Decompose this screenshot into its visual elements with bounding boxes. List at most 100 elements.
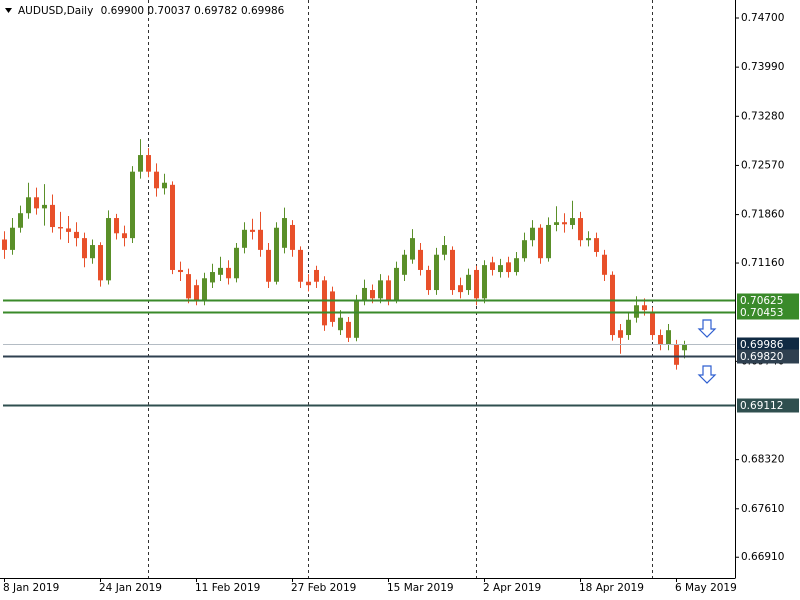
- down-arrow: [697, 365, 717, 384]
- candle-body: [106, 218, 111, 281]
- candle-body: [578, 218, 583, 241]
- candle-body: [674, 344, 679, 365]
- candle-body: [642, 305, 647, 311]
- candle-body: [146, 155, 151, 172]
- quote-close: 0.69986: [241, 5, 285, 17]
- level-label-box: [737, 349, 799, 364]
- menu-triangle[interactable]: [5, 8, 12, 13]
- level-label-box: [737, 305, 799, 320]
- candle-body: [258, 229, 263, 250]
- y-tick-label: 0.66910: [741, 551, 784, 563]
- candle-body: [682, 344, 687, 351]
- candle-body: [362, 287, 367, 300]
- candle-body: [386, 280, 391, 300]
- candle-body: [506, 262, 511, 273]
- candle-body: [402, 254, 407, 275]
- candle-body: [346, 321, 351, 338]
- level-label: 0.69986: [740, 339, 784, 351]
- x-tick-label: 15 Mar 2019: [387, 582, 454, 594]
- candle-body: [290, 224, 295, 250]
- plot-area: [2, 0, 735, 578]
- candle-body: [50, 204, 55, 228]
- candle-body: [562, 222, 567, 225]
- candle-body: [178, 269, 183, 273]
- candle-body: [282, 218, 287, 248]
- y-tick-label: 0.73280: [741, 110, 784, 122]
- candle-body: [330, 291, 335, 322]
- candle-body: [634, 305, 639, 318]
- candle-body: [298, 249, 303, 282]
- level-label: 0.69112: [740, 400, 783, 412]
- candle-body: [66, 228, 71, 232]
- level-label-box: [737, 337, 799, 352]
- candle-body: [530, 227, 535, 241]
- level-label-box: [737, 293, 799, 308]
- candle-body: [138, 155, 143, 172]
- candle-body: [82, 238, 87, 259]
- candle-body: [210, 272, 215, 283]
- candle-body: [426, 269, 431, 291]
- candle-body: [474, 269, 479, 299]
- candle-body: [90, 245, 95, 259]
- symbol: AUDUSD,Daily: [18, 5, 93, 17]
- overlay: 0.74700 0.73990 0.73280 0.72570 0.71860 0.711…: [3, 12, 799, 594]
- candle-body: [186, 274, 191, 299]
- candle-body: [434, 254, 439, 291]
- candle-body: [42, 204, 47, 209]
- candle-body: [546, 224, 551, 259]
- x-tick-label: 2 Apr 2019: [483, 582, 541, 594]
- candle-body: [74, 231, 79, 239]
- candle-body: [610, 274, 615, 336]
- y-tick-label: 0.67610: [741, 503, 784, 515]
- x-tick-label: 27 Feb 2019: [291, 582, 356, 594]
- y-tick-label: 0.74700: [741, 12, 784, 24]
- candle-body: [266, 249, 271, 282]
- candle-body: [418, 249, 423, 270]
- candle-body: [394, 267, 399, 300]
- candle-body: [250, 229, 255, 232]
- candle-body: [514, 258, 519, 273]
- candle-body: [666, 330, 671, 345]
- candle-body: [378, 280, 383, 299]
- candle-body: [194, 285, 199, 300]
- candle-body: [354, 299, 359, 338]
- candle-body: [314, 269, 319, 282]
- candle-body: [370, 290, 375, 299]
- candle-body: [242, 229, 247, 248]
- candle-body: [586, 238, 591, 241]
- candle-body: [130, 171, 135, 239]
- candle-body: [226, 267, 231, 279]
- level-label: 0.69820: [740, 351, 783, 363]
- candle-body: [450, 249, 455, 291]
- y-tick-label: 0.71860: [741, 209, 784, 221]
- quote-high: 0.70037: [147, 5, 190, 17]
- candle-body: [274, 227, 279, 282]
- level-label: 0.70453: [740, 307, 783, 319]
- candle-body: [98, 245, 103, 281]
- y-tick-label: 0.72570: [741, 159, 784, 171]
- x-tick-label: 18 Apr 2019: [579, 582, 644, 594]
- candle-body: [482, 265, 487, 299]
- candle-body: [10, 227, 15, 250]
- candle-body: [114, 218, 119, 234]
- candle-body: [338, 317, 343, 331]
- candle-body: [522, 240, 527, 259]
- candle-body: [170, 184, 175, 270]
- candle-body: [602, 254, 607, 275]
- x-tick-label: 11 Feb 2019: [195, 582, 260, 594]
- quote-low: 0.69782: [194, 5, 237, 17]
- candle-body: [498, 265, 503, 273]
- level-label: 0.70625: [740, 295, 783, 307]
- candle-body: [442, 245, 447, 255]
- candle-body: [554, 222, 559, 225]
- candle-body: [650, 312, 655, 336]
- x-tick-label: 8 Jan 2019: [3, 582, 59, 594]
- level-label-box: [737, 398, 799, 413]
- candle-body: [34, 197, 39, 209]
- candle-body: [18, 213, 23, 228]
- candle-body: [2, 239, 7, 250]
- y-tick-label: 0.71160: [741, 257, 784, 269]
- candle-body: [658, 335, 663, 345]
- candle-body: [538, 227, 543, 259]
